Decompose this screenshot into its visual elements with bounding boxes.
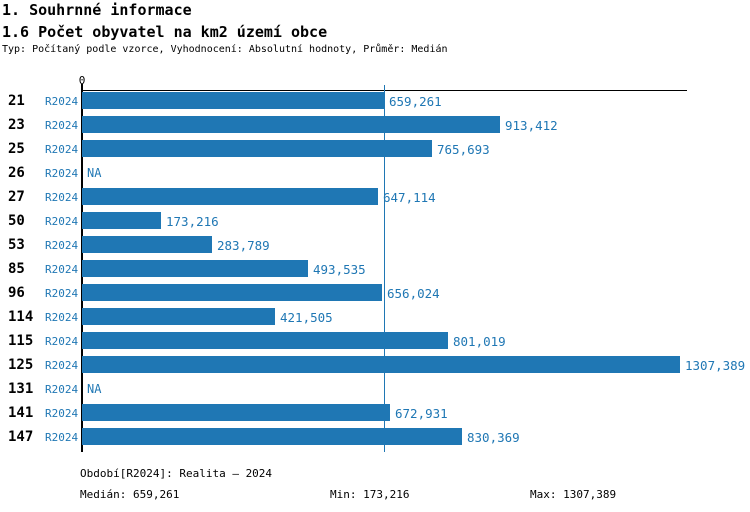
- row-series-label: R2024: [45, 215, 79, 228]
- bar-value-label: 647,114: [383, 190, 436, 205]
- footer-median-label: Medián: 659,261: [80, 488, 180, 501]
- bar-value-label: 1307,389: [685, 358, 746, 373]
- row-category-label: 125: [8, 357, 34, 373]
- row-category-label: 27: [8, 189, 25, 205]
- row-series-label: R2024: [45, 359, 79, 372]
- row-category-label: 50: [8, 213, 25, 229]
- bar-value-label: 659,261: [389, 94, 442, 109]
- bar-147: [82, 428, 462, 445]
- row-category-label: 131: [8, 381, 34, 397]
- bar-96: [82, 284, 382, 301]
- row-series-label: R2024: [45, 191, 79, 204]
- page-title: 1. Souhrnné informace: [2, 1, 192, 19]
- bar-value-label: 830,369: [467, 430, 520, 445]
- row-series-label: R2024: [45, 407, 79, 420]
- bar-value-label: 801,019: [453, 334, 506, 349]
- chart-title: 1.6 Počet obyvatel na km2 území obce: [2, 23, 328, 41]
- row-category-label: 141: [8, 405, 34, 421]
- footer-max-label: Max: 1307,389: [530, 488, 617, 501]
- bar-27: [82, 188, 378, 205]
- row-series-label: R2024: [45, 143, 79, 156]
- bar-114: [82, 308, 275, 325]
- bar-85: [82, 260, 308, 277]
- row-series-label: R2024: [45, 335, 79, 348]
- bar-value-label: 913,412: [505, 118, 558, 133]
- row-category-label: 23: [8, 117, 25, 133]
- footer-min-label: Min: 173,216: [330, 488, 410, 501]
- row-category-label: 21: [8, 93, 25, 109]
- bar-21: [82, 92, 384, 109]
- row-category-label: 53: [8, 237, 25, 253]
- bar-value-label: 656,024: [387, 286, 440, 301]
- na-value-label: NA: [87, 382, 102, 396]
- row-category-label: 115: [8, 333, 34, 349]
- bar-value-label: 672,931: [395, 406, 448, 421]
- bar-value-label: 283,789: [217, 238, 270, 253]
- bar-value-label: 173,216: [166, 214, 219, 229]
- row-category-label: 25: [8, 141, 25, 157]
- row-category-label: 96: [8, 285, 25, 301]
- median-reference-line: [384, 85, 385, 452]
- row-series-label: R2024: [45, 431, 79, 444]
- bar-value-label: 765,693: [437, 142, 490, 157]
- row-category-label: 114: [8, 309, 34, 325]
- row-series-label: R2024: [45, 263, 79, 276]
- row-series-label: R2024: [45, 287, 79, 300]
- bar-125: [82, 356, 680, 373]
- row-series-label: R2024: [45, 383, 79, 396]
- bar-50: [82, 212, 161, 229]
- bar-53: [82, 236, 212, 253]
- row-series-label: R2024: [45, 95, 79, 108]
- row-category-label: 85: [8, 261, 25, 277]
- row-series-label: R2024: [45, 239, 79, 252]
- bar-141: [82, 404, 390, 421]
- chart-meta-line: Typ: Počítaný podle vzorce, Vyhodnocení:…: [2, 44, 448, 55]
- bar-value-label: 421,505: [280, 310, 333, 325]
- row-category-label: 147: [8, 429, 34, 445]
- bar-23: [82, 116, 500, 133]
- row-series-label: R2024: [45, 311, 79, 324]
- x-axis-zero-tick-label: 0: [78, 74, 86, 87]
- row-category-label: 26: [8, 165, 25, 181]
- row-series-label: R2024: [45, 167, 79, 180]
- na-value-label: NA: [87, 166, 102, 180]
- footer-period-label: Období[R2024]: Realita – 2024: [80, 467, 273, 480]
- bar-25: [82, 140, 432, 157]
- bar-115: [82, 332, 448, 349]
- row-series-label: R2024: [45, 119, 79, 132]
- bar-value-label: 493,535: [313, 262, 366, 277]
- bar-chart: 0 21 R2024 659,261 23 R2024 913,412 25 R2024 765…: [8, 74, 746, 452]
